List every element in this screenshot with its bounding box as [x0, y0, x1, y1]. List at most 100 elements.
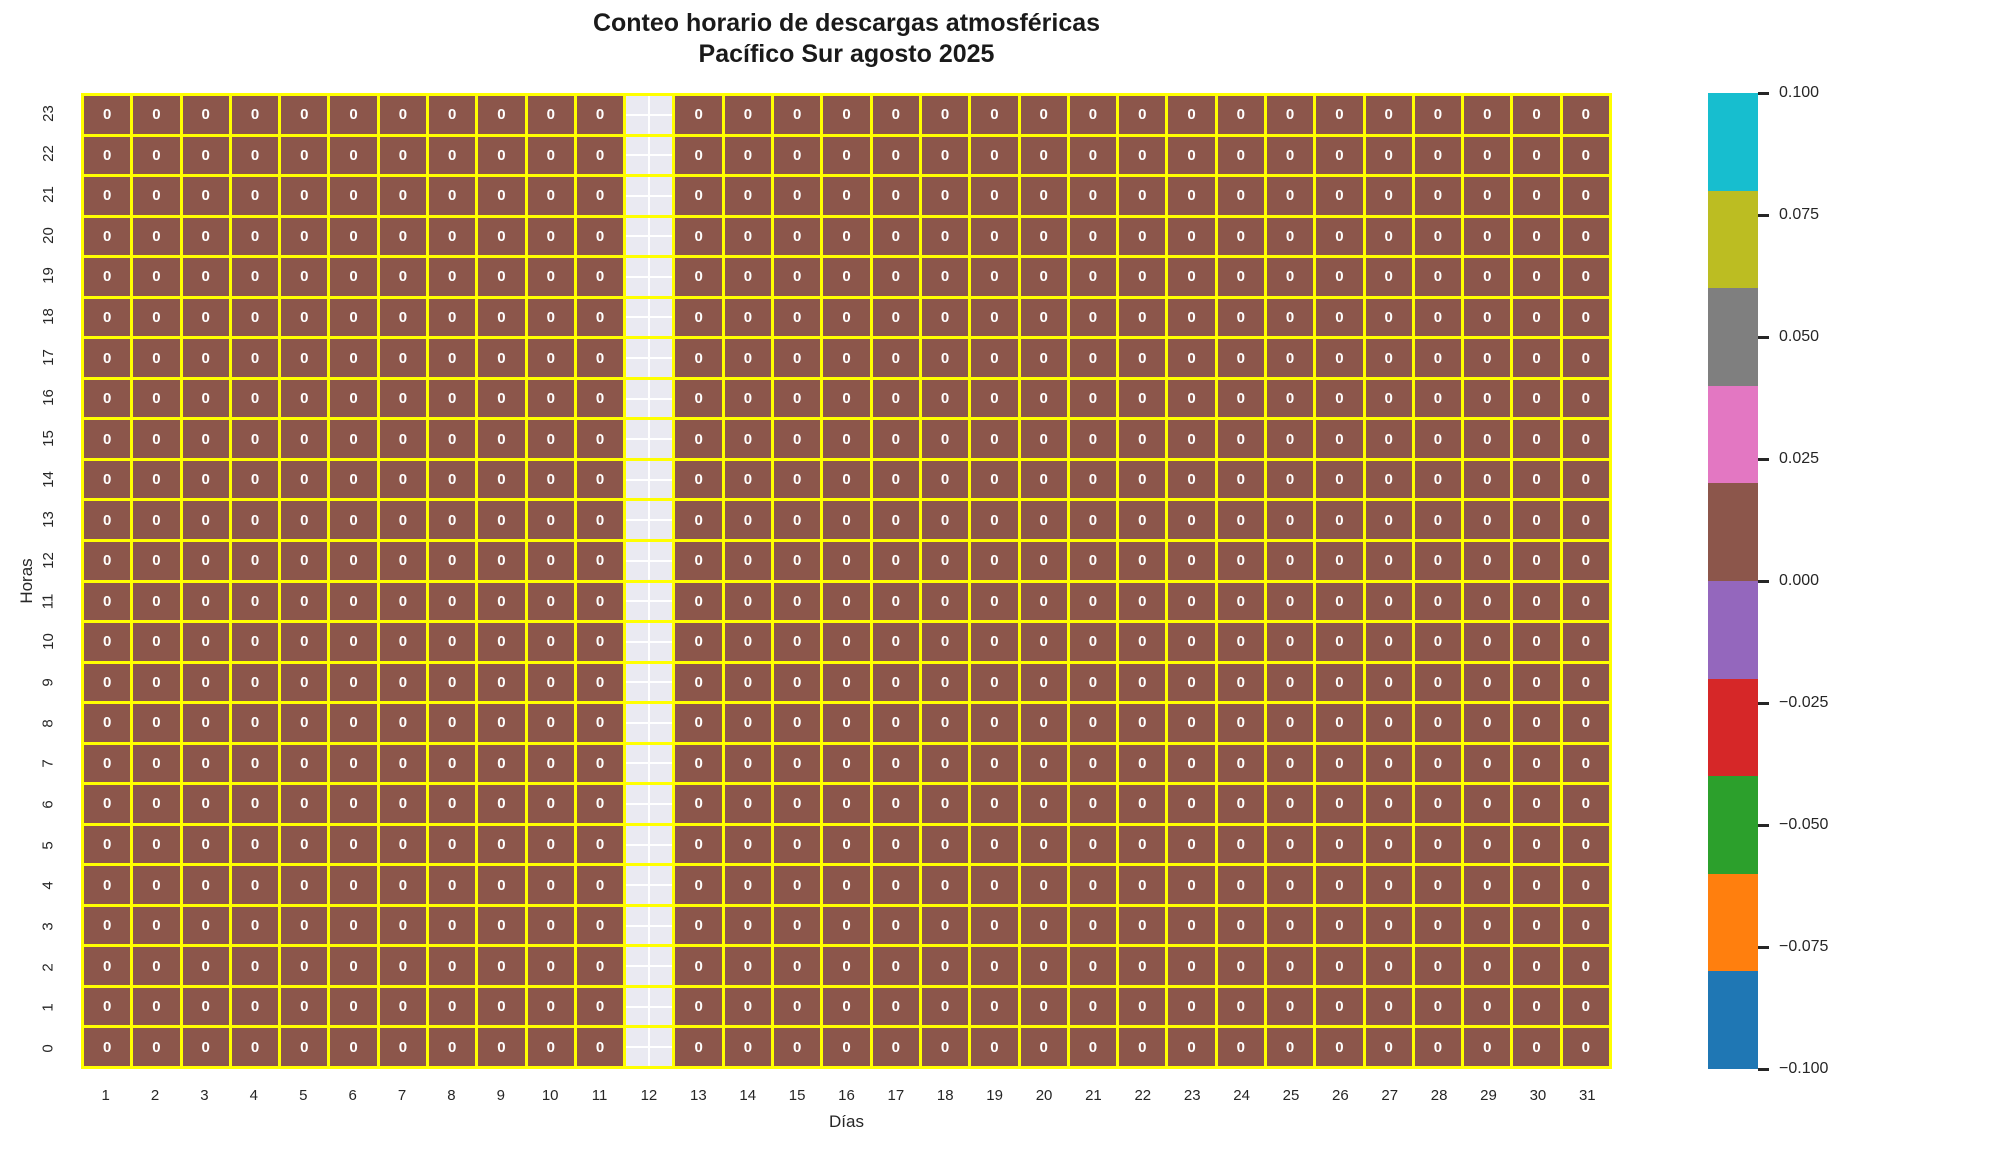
heatmap-cell: 0 — [872, 987, 919, 1026]
heatmap-cell: 0 — [971, 785, 1018, 823]
heatmap-cell: 0 — [231, 177, 279, 215]
cell-annotation: 0 — [793, 917, 802, 935]
heatmap-cell: 0 — [478, 947, 525, 985]
cell-annotation: 0 — [743, 511, 753, 529]
heatmap-cell: 0 — [1365, 96, 1412, 134]
cell-annotation: 0 — [349, 146, 358, 164]
heatmap-cell: 0 — [379, 704, 427, 742]
heatmap-cell: 0 — [1069, 947, 1117, 985]
heatmap-cell: 0 — [478, 785, 525, 823]
heatmap-cell: 0 — [133, 136, 180, 175]
heatmap-cell: 0 — [1513, 987, 1560, 1026]
heatmap-cell: 0 — [1020, 217, 1067, 256]
cell-annotation: 0 — [1285, 917, 1295, 935]
cell-annotation: 0 — [1088, 998, 1098, 1016]
heatmap-cell: 0 — [872, 866, 919, 904]
heatmap-cell: 0 — [1069, 136, 1117, 175]
cell-annotation: 0 — [842, 308, 851, 326]
cell-annotation: 0 — [102, 471, 112, 489]
cell-annotation: 0 — [1532, 187, 1541, 205]
cell-annotation: 0 — [1433, 511, 1443, 529]
heatmap-cell: 0 — [1562, 744, 1609, 783]
cell-annotation: 0 — [1187, 714, 1196, 732]
cell-annotation: 0 — [1138, 673, 1147, 691]
cell-annotation: 0 — [1236, 876, 1245, 894]
cell-annotation: 0 — [1483, 187, 1492, 205]
heatmap-cell: 0 — [281, 744, 328, 783]
cell-annotation: 0 — [152, 349, 161, 367]
heatmap-cell: 0 — [478, 704, 525, 742]
heatmap-cell: 0 — [576, 460, 624, 499]
cell-annotation: 0 — [300, 633, 309, 651]
heatmap-cell: 0 — [281, 582, 328, 621]
colorbar-segment-orange — [1708, 873, 1758, 972]
cell-annotation: 0 — [1138, 227, 1147, 245]
cell-annotation: 0 — [102, 754, 112, 772]
cell-annotation: 0 — [448, 1038, 457, 1056]
heatmap-cell: 0 — [1513, 623, 1560, 661]
heatmap-cell: 0 — [823, 582, 870, 621]
cell-annotation: 0 — [546, 349, 555, 367]
cell-annotation: 0 — [152, 957, 161, 975]
heatmap-cell: 0 — [330, 298, 377, 337]
heatmap-cell: 0 — [133, 906, 180, 945]
y-axis-tick-text: 19 — [39, 267, 57, 285]
cell-annotation: 0 — [793, 430, 802, 448]
heatmap-cell: 0 — [133, 258, 180, 296]
heatmap-cell: 0 — [1069, 258, 1117, 296]
cell-annotation: 0 — [1138, 633, 1147, 651]
cell-annotation: 0 — [1088, 471, 1098, 489]
colorbar-segment-pink — [1708, 385, 1758, 484]
x-axis-tick-label: 5 — [299, 1086, 308, 1104]
cell-annotation: 0 — [201, 633, 210, 651]
heatmap-cell: 0 — [1414, 623, 1462, 661]
heatmap-cell: 0 — [971, 258, 1018, 296]
heatmap-cell: 0 — [1464, 825, 1511, 864]
x-axis-tick-labels: 1 2 3 4 5 6 7 8 9 10 11 12 13 14 15 16 17 18 19 20 21 22 23 24 2… — [81, 1084, 1612, 1106]
cell-annotation: 0 — [300, 998, 309, 1016]
cell-annotation: 0 — [1187, 106, 1196, 124]
heatmap-cell: 0 — [1266, 623, 1314, 661]
cell-annotation: 0 — [891, 714, 900, 732]
colorbar-tick-labels: 0.100 0.075 0.050 0.025 0.000 −0.025 −0.050 −0.… — [1758, 84, 1908, 1077]
heatmap-cell: 0 — [281, 623, 328, 661]
heatmap-cell: 0 — [1414, 298, 1462, 337]
heatmap-cell: 0 — [429, 744, 476, 783]
cell-annotation: 0 — [1138, 1038, 1147, 1056]
heatmap-cell: 0 — [478, 420, 525, 458]
cell-annotation: 0 — [595, 552, 605, 570]
cell-annotation: 0 — [990, 471, 999, 489]
heatmap-cell: 0 — [1513, 177, 1560, 215]
heatmap-cell-missing — [626, 987, 673, 1026]
heatmap-cell: 0 — [231, 420, 279, 458]
cell-annotation: 0 — [497, 1038, 506, 1056]
heatmap-cell: 0 — [576, 136, 624, 175]
heatmap-cell: 0 — [1020, 947, 1067, 985]
cell-annotation: 0 — [990, 390, 999, 408]
cell-annotation: 0 — [1581, 106, 1591, 124]
heatmap-cell: 0 — [1119, 298, 1166, 337]
heatmap-cell: 0 — [576, 217, 624, 256]
heatmap-cell: 0 — [281, 541, 328, 580]
heatmap-cell: 0 — [921, 460, 969, 499]
cell-annotation: 0 — [1039, 349, 1048, 367]
cell-annotation: 0 — [1138, 471, 1147, 489]
heatmap-cell: 0 — [231, 906, 279, 945]
heatmap-cell: 0 — [231, 1028, 279, 1066]
heatmap-cell: 0 — [231, 866, 279, 904]
x-axis-tick-label: 19 — [986, 1086, 1003, 1104]
heatmap-cell: 0 — [281, 217, 328, 256]
cell-annotation: 0 — [842, 146, 851, 164]
heatmap-cell: 0 — [379, 987, 427, 1026]
cell-annotation: 0 — [497, 957, 506, 975]
cell-annotation: 0 — [398, 957, 408, 975]
cell-annotation: 0 — [694, 957, 703, 975]
heatmap-cell: 0 — [971, 541, 1018, 580]
heatmap-cell: 0 — [133, 460, 180, 499]
heatmap-cell: 0 — [1020, 906, 1067, 945]
cell-annotation: 0 — [1236, 754, 1245, 772]
cell-annotation: 0 — [1088, 836, 1098, 854]
x-axis-tick-label: 22 — [1134, 1086, 1152, 1104]
heatmap-cell: 0 — [872, 501, 919, 539]
cell-annotation: 0 — [546, 876, 555, 894]
